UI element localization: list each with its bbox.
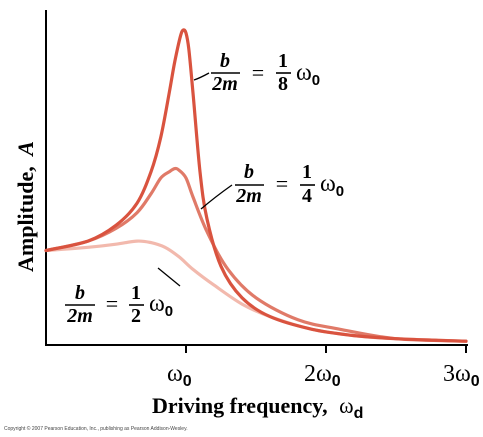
x-tick-label-2omega0: 2ω0: [304, 361, 341, 390]
y-axis-title: Amplitude, A: [13, 141, 38, 272]
annotation-eighth-frac-den: 8: [278, 73, 288, 95]
annotation-eighth: b 2m = 1 8 ω0: [211, 50, 320, 95]
x-tick-label-omega0: ω0: [167, 361, 192, 390]
leader-line-half: [157, 267, 181, 287]
y-axis-title-symbol: A: [13, 141, 38, 158]
annotation-half: b 2m = 1 2 ω0: [65, 282, 173, 327]
x-axis-title: Driving frequency, ωd: [152, 393, 363, 422]
x-tick-label-omega0-symbol: ω: [167, 361, 183, 387]
x-axis-title-symbol: ω: [339, 393, 353, 418]
leader-line-quarter: [200, 184, 233, 210]
annotation-quarter-eq: =: [276, 171, 288, 196]
annotation-half-den: 2m: [66, 305, 93, 327]
annotation-quarter-frac-num: 1: [302, 161, 312, 183]
x-axis-title-main: Driving frequency,: [152, 393, 328, 418]
annotation-half-omega: ω0: [149, 291, 173, 320]
copyright-notice: Copyright © 2007 Pearson Education, Inc.…: [4, 426, 188, 432]
annotation-eighth-frac-num: 1: [278, 50, 288, 72]
annotation-half-frac-num: 1: [131, 282, 141, 304]
annotation-eighth-num: b: [220, 50, 230, 72]
series-curve-2: [44, 166, 468, 343]
annotation-quarter-omega: ω0: [320, 171, 344, 200]
annotation-half-omega-symbol: ω: [149, 291, 165, 317]
annotation-eighth-omega-symbol: ω: [296, 60, 312, 86]
annotation-half-frac-den: 2: [131, 305, 141, 327]
annotation-half-eq: =: [106, 291, 118, 316]
x-tick-label-2omega0-symbol: 2ω: [304, 361, 332, 387]
annotation-quarter-num: b: [244, 161, 254, 183]
x-tick-label-2omega0-sub: 0: [332, 373, 341, 390]
annotation-quarter-den: 2m: [235, 185, 262, 207]
annotation-eighth-den: 2m: [211, 73, 238, 95]
annotation-half-num: b: [75, 282, 85, 304]
x-tick-label-3omega0-symbol: 3ω: [443, 361, 471, 387]
x-tick-label-3omega0: 3ω0: [443, 361, 480, 390]
y-axis-title-main: Amplitude,: [13, 166, 38, 272]
x-tick-label-omega0-sub: 0: [183, 373, 192, 390]
x-axis-title-subscript: d: [354, 405, 364, 422]
annotation-eighth-omega-sub: 0: [312, 72, 320, 89]
x-tick-label-3omega0-sub: 0: [471, 373, 480, 390]
series-layer: [44, 28, 468, 343]
annotation-quarter-frac-den: 4: [302, 185, 312, 207]
annotation-quarter-omega-sub: 0: [336, 183, 344, 200]
series-curve-1: [44, 28, 468, 343]
leader-line-eighth: [193, 72, 210, 81]
annotation-eighth-eq: =: [252, 60, 264, 85]
annotation-eighth-omega: ω0: [296, 60, 320, 89]
annotation-quarter: b 2m = 1 4 ω0: [235, 161, 344, 207]
annotation-half-omega-sub: 0: [165, 303, 173, 320]
annotation-quarter-omega-symbol: ω: [320, 171, 336, 197]
